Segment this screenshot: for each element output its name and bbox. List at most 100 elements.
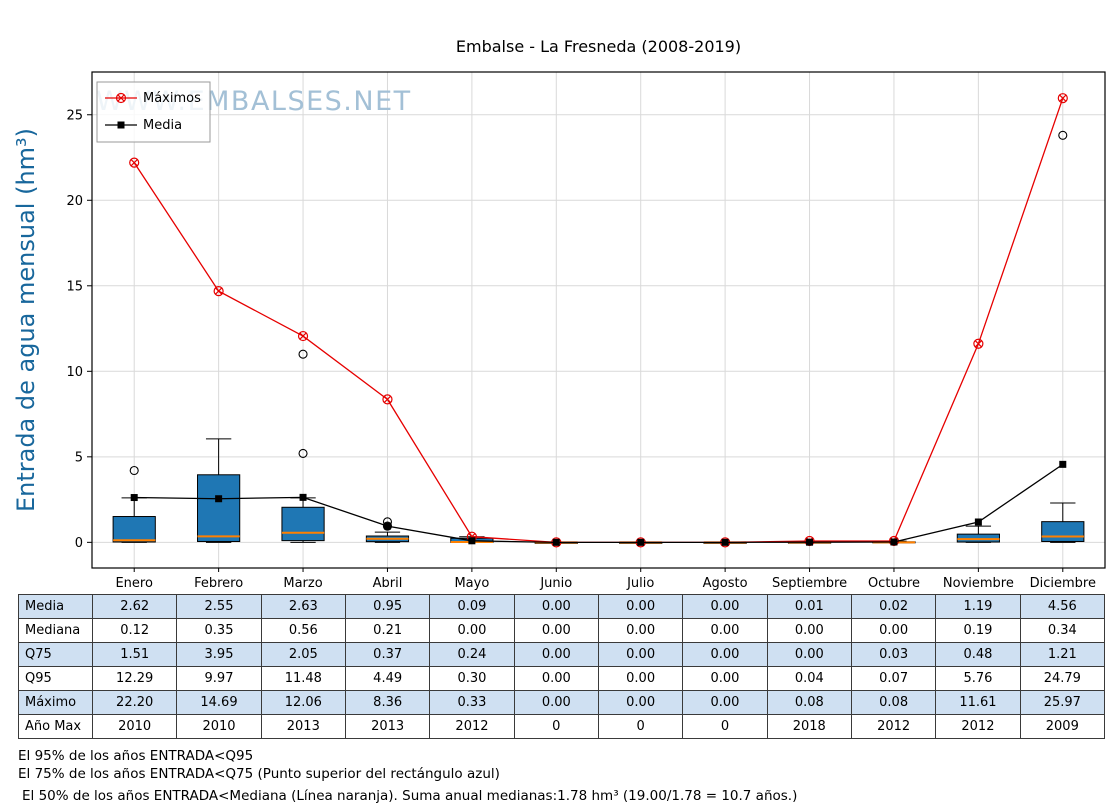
legend-label-media: Media — [143, 118, 182, 133]
table-cell: 0.00 — [597, 618, 684, 643]
table-cell: 0.00 — [682, 690, 768, 715]
table-cell: 0.09 — [429, 594, 515, 619]
table-cell: 0 — [682, 714, 768, 739]
svg-text:25: 25 — [66, 108, 83, 123]
table-row-q75: Q75 1.51 3.95 2.05 0.37 0.24 0.00 0.00 0.00 0.00 0… — [18, 642, 1106, 667]
table-cell: 0.30 — [429, 666, 515, 691]
table-cell: 2018 — [766, 714, 852, 739]
table-cell: 0.00 — [597, 666, 684, 691]
statistics-table-wrap: Media 2.62 2.55 2.63 0.95 0.09 0.00 0.00 0.00 0.0… — [18, 594, 1106, 739]
series-máximos — [129, 93, 1068, 548]
table-cell: 5.76 — [935, 666, 1021, 691]
table-cell: 0.95 — [344, 594, 431, 619]
series-media — [130, 460, 1067, 546]
table-cell: 2012 — [935, 714, 1021, 739]
table-cell: 2.62 — [91, 594, 178, 619]
table-row-año-max: Año Max 2010 2010 2013 2013 2012 0 0 0 2018 2012 20… — [18, 714, 1106, 739]
table-cell: 2.63 — [260, 594, 346, 619]
footer-notes: El 95% de los años ENTRADA<Q95 El 75% de… — [18, 747, 797, 806]
table-cell: 11.61 — [935, 690, 1021, 715]
table-cell: 2010 — [176, 714, 262, 739]
gridlines — [92, 72, 1105, 568]
table-cell: 0.00 — [513, 666, 599, 691]
table-cell: 0.00 — [682, 666, 768, 691]
svg-text:Junio: Junio — [539, 576, 572, 591]
legend: Máximos Media — [96, 81, 211, 143]
row-label: Q75 — [18, 642, 93, 667]
footer-note-q95: El 95% de los años ENTRADA<Q95 — [18, 748, 254, 764]
table-cell: 0.00 — [850, 618, 937, 643]
row-label: Máximo — [18, 690, 93, 715]
table-cell: 4.49 — [344, 666, 431, 691]
table-cell: 0.00 — [429, 618, 515, 643]
table-cell: 2013 — [344, 714, 431, 739]
table-cell: 2012 — [429, 714, 515, 739]
table-cell: 0.00 — [597, 594, 684, 619]
footer-note-q75: El 75% de los años ENTRADA<Q75 (Punto su… — [18, 766, 500, 783]
x-axis: Enero Febrero Marzo Abril Mayo Junio Julio Agos… — [115, 568, 1096, 591]
table-cell: 0.37 — [344, 642, 431, 667]
table-cell: 0.00 — [682, 594, 768, 619]
table-cell: 2.55 — [176, 594, 262, 619]
svg-text:20: 20 — [66, 194, 83, 209]
row-label: Mediana — [18, 618, 93, 643]
table-cell: 2.05 — [260, 642, 346, 667]
footer-note-mediana: El 50% de los años ENTRADA<Mediana (Líne… — [22, 788, 798, 805]
table-cell: 0.08 — [766, 690, 852, 715]
svg-text:Diciembre: Diciembre — [1030, 576, 1096, 591]
y-axis-label: Entrada de agua mensual (hm³) — [12, 128, 40, 512]
table-cell: 0.33 — [429, 690, 515, 715]
table-cell: 24.79 — [1019, 666, 1106, 691]
svg-text:5: 5 — [75, 450, 83, 465]
table-cell: 0.00 — [513, 594, 599, 619]
table-cell: 0 — [513, 714, 599, 739]
table-cell: 0.56 — [260, 618, 346, 643]
statistics-table: Media 2.62 2.55 2.63 0.95 0.09 0.00 0.00 0.00 0.0… — [18, 594, 1106, 739]
table-cell: 0.00 — [766, 618, 852, 643]
table-cell: 1.51 — [91, 642, 178, 667]
table-cell: 0.04 — [766, 666, 852, 691]
table-cell: 0 — [597, 714, 684, 739]
svg-text:Septiembre: Septiembre — [772, 576, 847, 591]
table-cell: 12.06 — [260, 690, 346, 715]
table-row-q95: Q95 12.29 9.97 11.48 4.49 0.30 0.00 0.00 0.00 0.0… — [18, 666, 1106, 691]
table-cell: 0.08 — [850, 690, 937, 715]
table-cell: 0.00 — [682, 618, 768, 643]
table-row-mediana: Mediana 0.12 0.35 0.56 0.21 0.00 0.00 0.00 0.00 0… — [18, 618, 1106, 643]
table-cell: 0.00 — [513, 642, 599, 667]
row-label: Media — [18, 594, 93, 619]
table-cell: 0.34 — [1019, 618, 1106, 643]
table-cell: 0.03 — [850, 642, 937, 667]
table-cell: 0.35 — [176, 618, 262, 643]
table-cell: 0.00 — [513, 618, 599, 643]
table-cell: 4.56 — [1019, 594, 1106, 619]
table-cell: 12.29 — [91, 666, 178, 691]
svg-text:Abril: Abril — [373, 576, 403, 591]
table-cell: 0.07 — [850, 666, 937, 691]
table-cell: 0.19 — [935, 618, 1021, 643]
table-cell: 2013 — [260, 714, 346, 739]
chart-title: Embalse - La Fresneda (2008-2019) — [455, 37, 742, 56]
svg-text:Mayo: Mayo — [454, 576, 489, 591]
svg-text:10: 10 — [66, 365, 83, 380]
table-cell: 9.97 — [176, 666, 262, 691]
svg-text:Marzo: Marzo — [283, 576, 322, 591]
svg-text:Julio: Julio — [626, 576, 654, 591]
table-cell: 1.21 — [1019, 642, 1106, 667]
y-axis: 0 5 10 15 20 25 — [66, 108, 92, 551]
plot-frame — [91, 71, 1106, 569]
table-cell: 25.97 — [1019, 690, 1106, 715]
table-cell: 0.00 — [597, 690, 684, 715]
table-cell: 11.48 — [260, 666, 346, 691]
table-cell: 2012 — [850, 714, 937, 739]
table-cell: 0.01 — [766, 594, 852, 619]
table-cell: 0.24 — [429, 642, 515, 667]
svg-text:Octubre: Octubre — [868, 576, 920, 591]
row-label: Año Max — [18, 714, 93, 739]
svg-text:Agosto: Agosto — [703, 576, 748, 591]
table-cell: 0.00 — [766, 642, 852, 667]
table-cell: 0.02 — [850, 594, 937, 619]
svg-text:Febrero: Febrero — [194, 576, 243, 591]
